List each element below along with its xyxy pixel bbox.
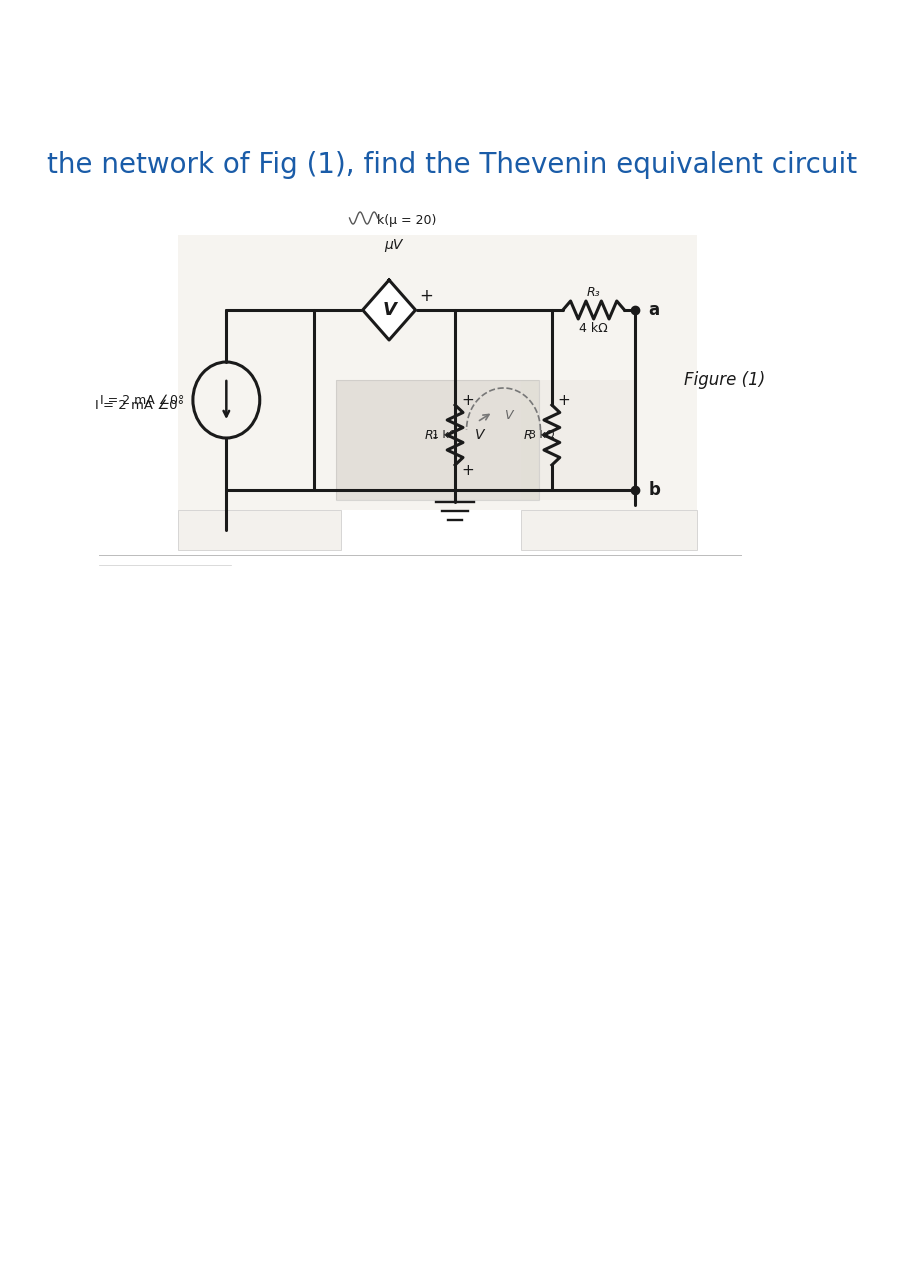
Text: k(μ = 20): k(μ = 20) [377, 214, 436, 227]
Bar [521, 509, 697, 550]
Text: +: + [461, 462, 474, 477]
Text: V: V [382, 301, 396, 319]
Text: +: + [461, 393, 474, 407]
Text: 3 kΩ: 3 kΩ [529, 430, 554, 440]
Text: the network of Fig (1), find the Thevenin equivalent circuit: the network of Fig (1), find the Theveni… [47, 151, 858, 179]
Text: μV: μV [385, 238, 403, 252]
Text: V: V [475, 428, 484, 442]
Text: I = 2 mA ∠0°: I = 2 mA ∠0° [100, 393, 184, 407]
Bar [337, 380, 538, 500]
Bar [337, 380, 538, 500]
Text: R₁: R₁ [424, 429, 438, 442]
Polygon shape [363, 280, 415, 340]
Text: Figure (1): Figure (1) [684, 371, 765, 389]
Text: 4 kΩ: 4 kΩ [579, 321, 608, 334]
Text: V: V [503, 408, 512, 421]
Bar [521, 380, 635, 500]
Text: +: + [419, 287, 433, 305]
Bar [178, 509, 340, 550]
Text: a: a [649, 301, 660, 319]
Text: +: + [557, 393, 570, 407]
Text: b: b [649, 481, 661, 499]
Text: 1 kΩ: 1 kΩ [432, 430, 457, 440]
Text: R: R [524, 429, 532, 442]
Bar [178, 236, 697, 509]
Text: R₃: R₃ [586, 285, 601, 298]
Text: I = 2 mA ∠0°: I = 2 mA ∠0° [95, 398, 184, 411]
